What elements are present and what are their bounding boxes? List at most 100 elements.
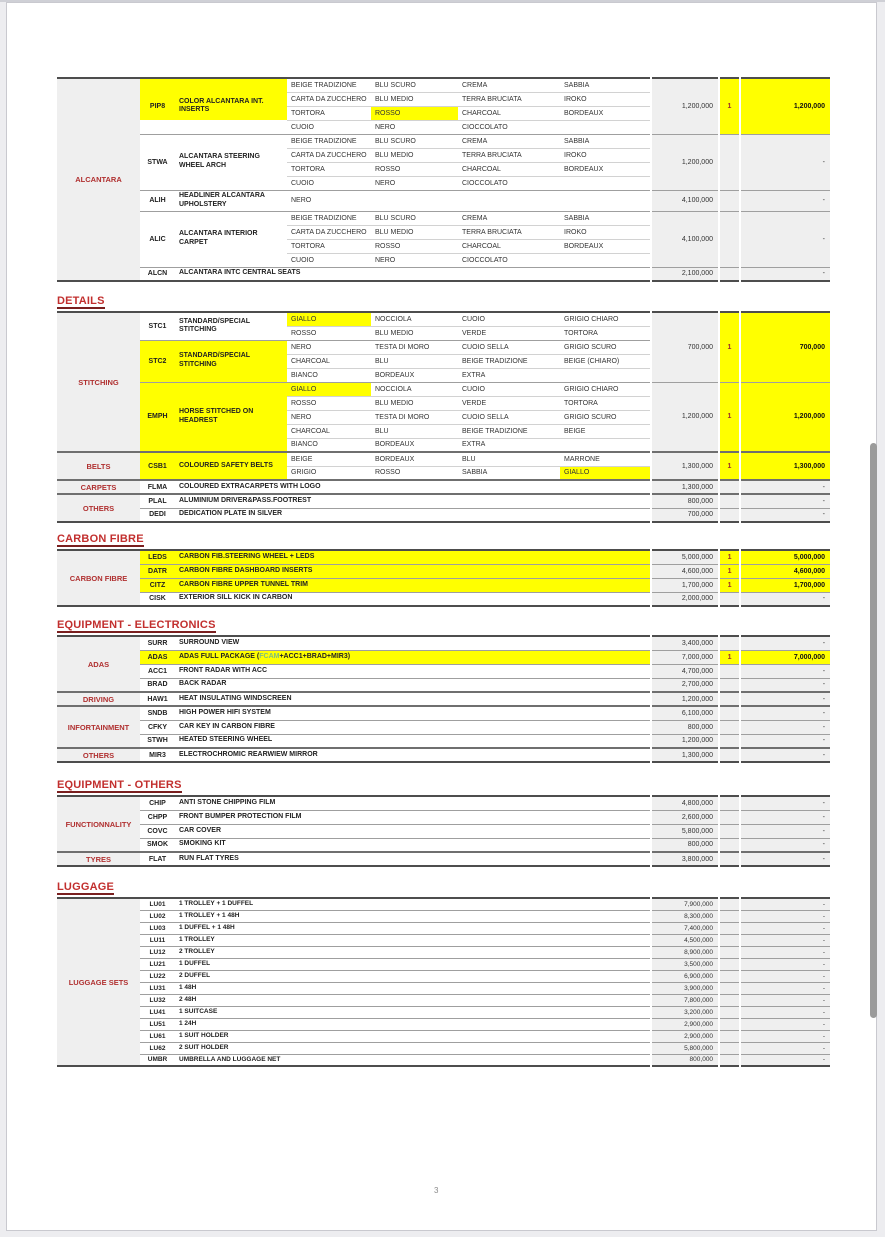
desc-cell: 1 DUFFEL [175,957,652,970]
color-option-cell: CHARCOAL [458,105,560,120]
qty-cell [718,747,741,762]
color-option-cell: NOCCIOLA [375,315,412,323]
table-row: BRAD BACK RADAR 2,700,000 - [57,677,831,692]
code-cell: DEDI [140,507,175,522]
total-cell: - [739,747,831,762]
price-cell: 800,000 [650,837,719,852]
code-cell: FLAT [140,851,175,866]
color-option-cell: GRIGIO CHIARO [564,315,619,323]
code-cell: SNDB [140,705,175,720]
qty-cell [718,663,741,678]
desc-cell: 1 DUFFEL + 1 48H [175,921,652,934]
code-cell: ALIH [140,189,175,211]
code-cell: LEDS [140,550,175,564]
table-row: BIANCO BORDEAUX EXTRA [57,437,830,452]
qty-cell [718,591,741,606]
table-row: LU41 1 SUITCASE 3,200,000 - [57,1005,831,1018]
total-cell: - [739,691,831,706]
price-cell: 7,900,000 [650,898,720,910]
total-cell: 1,200,000 [739,381,830,452]
group-cell: INFORTAINMENT [57,705,140,748]
code-cell: LU32 [140,993,175,1006]
code-cell: LU22 [140,969,175,982]
color-option-cell: ROSSO [287,395,371,410]
qty-cell [718,133,740,190]
total-cell: - [739,1053,831,1066]
options-table: STITCHING STC1 STANDARD/SPECIAL STITCHING G… [57,311,830,523]
color-option-cell: CREMA [458,133,560,148]
price-cell: 800,000 [650,1053,720,1066]
price-cell: 800,000 [650,493,719,508]
code-cell: LU51 [140,1017,175,1030]
price-cell: 4,500,000 [650,933,720,946]
section-equipment-others: EQUIPMENT - OTHERS FUNCTIONNALITY CHIP ANTI… [57,775,830,867]
color-option-cell: BLU MEDIO [371,395,458,410]
table-row: ALCANTARA PIP8 COLOR ALCANTARA INT. INSERT… [57,78,830,281]
qty-cell [718,981,741,994]
color-option-cell: CUOIO [462,315,485,323]
price-cell: 7,000,000 [650,649,720,664]
price-cell: 6,100,000 [650,705,720,720]
code-cell: LU12 [140,945,175,958]
color-option-cell: CIOCCOLATO [458,119,560,134]
table-row: STWH HEATED STEERING WHEEL 1,200,000 - [57,733,831,748]
color-option-cell: TERRA BRUCIATA [458,91,560,106]
code-cell: LU11 [140,933,175,946]
table-row: CUOIO NERO CIOCCOLATO [57,252,830,267]
scrollbar[interactable] [870,443,877,1018]
desc-cell: HORSE STITCHED ON HEADREST [175,381,287,452]
color-option-cell: CARTA DA ZUCCHERO [287,224,371,239]
price-cell: 2,900,000 [650,1017,720,1030]
qty-cell: 1 [718,649,741,664]
color-option-cell: NERO [287,189,371,211]
desc-cell: CARBON FIBRE DASHBOARD INSERTS [175,563,652,578]
group-cell: STITCHING [57,312,140,452]
color-option-cell: GIALLO [560,465,651,480]
color-option-cell: BEIGE TRADIZIONE [458,423,560,438]
desc-cell: 2 SUIT HOLDER [175,1041,652,1054]
color-option-cell: BEIGE TRADIZIONE [458,353,560,368]
total-cell: - [739,189,830,211]
color-option-cell: BLU [458,451,560,466]
total-cell: - [739,945,831,958]
price-cell: 1,300,000 [650,747,720,762]
qty-cell [718,969,741,982]
total-cell: - [739,493,830,508]
color-option-cell [458,189,560,211]
total-cell: 1,200,000 [739,78,830,134]
total-cell: 700,000 [739,312,830,382]
code-cell: BRAD [140,677,175,692]
desc-cell: COLOURED EXTRACARPETS WITH LOGO [175,479,651,494]
table-row: CUOIO NERO CIOCCOLATO [57,119,830,134]
table-row: ALCN ALCANTARA INTC CENTRAL SEATS 2,100,00… [57,266,830,281]
total-cell: 4,600,000 [739,563,831,578]
price-cell: 4,100,000 [650,189,719,211]
qty-cell: 1 [718,451,740,480]
table-row: OTHERS MIR3 ELECTROCHROMIC REARWIEW MIRROR… [57,747,831,762]
table-row: STWA ALCANTARA STEERING WHEEL ARCH BEIGE T… [57,133,830,190]
code-cell: CISK [140,591,175,606]
table-row: FUNCTIONNALITY CHIP ANTI STONE CHIPPING FI… [57,796,830,852]
table-row: ALIH HEADLINER ALCANTARA UPHOLSTERY NERO 4,… [57,189,830,211]
desc-cell: HEAT INSULATING WINDSCREEN [175,691,652,706]
options-table: LUGGAGE SETS LU01 1 TROLLEY + 1 DUFFEL 7,90… [57,897,831,1067]
table-row: ACC1 FRONT RADAR WITH ACC 4,700,000 - [57,663,831,678]
price-cell: 1,300,000 [650,479,719,494]
qty-cell [718,189,740,211]
total-cell: - [739,969,831,982]
color-option-cell: CUOIO SELLA [458,339,560,354]
color-option-cell: EXTRA [458,367,560,382]
code-cell: SURR [147,639,168,647]
table-row: LUGGAGE SETS LU01 1 TROLLEY + 1 DUFFEL 7,90… [57,898,831,1066]
color-option-cell: TESTA DI MORO [371,409,458,424]
price-cell: 4,100,000 [650,210,719,267]
desc-cell: 2 TROLLEY [175,945,652,958]
table-row: CISK EXTERIOR SILL KICK IN CARBON 2,000,00… [57,591,831,606]
code-cell: STC2 [140,339,175,382]
qty-cell [718,1017,741,1030]
code-cell: CITZ [140,577,175,592]
section-carbon-fibre: CARBON FIBRE CARBON FIBRE LEDS CARBON FIB.S… [57,529,831,607]
options-table: ALCANTARA PIP8 COLOR ALCANTARA INT. INSERT… [57,77,830,282]
total-cell: - [739,1005,831,1018]
code-cell: LU41 [140,1005,175,1018]
